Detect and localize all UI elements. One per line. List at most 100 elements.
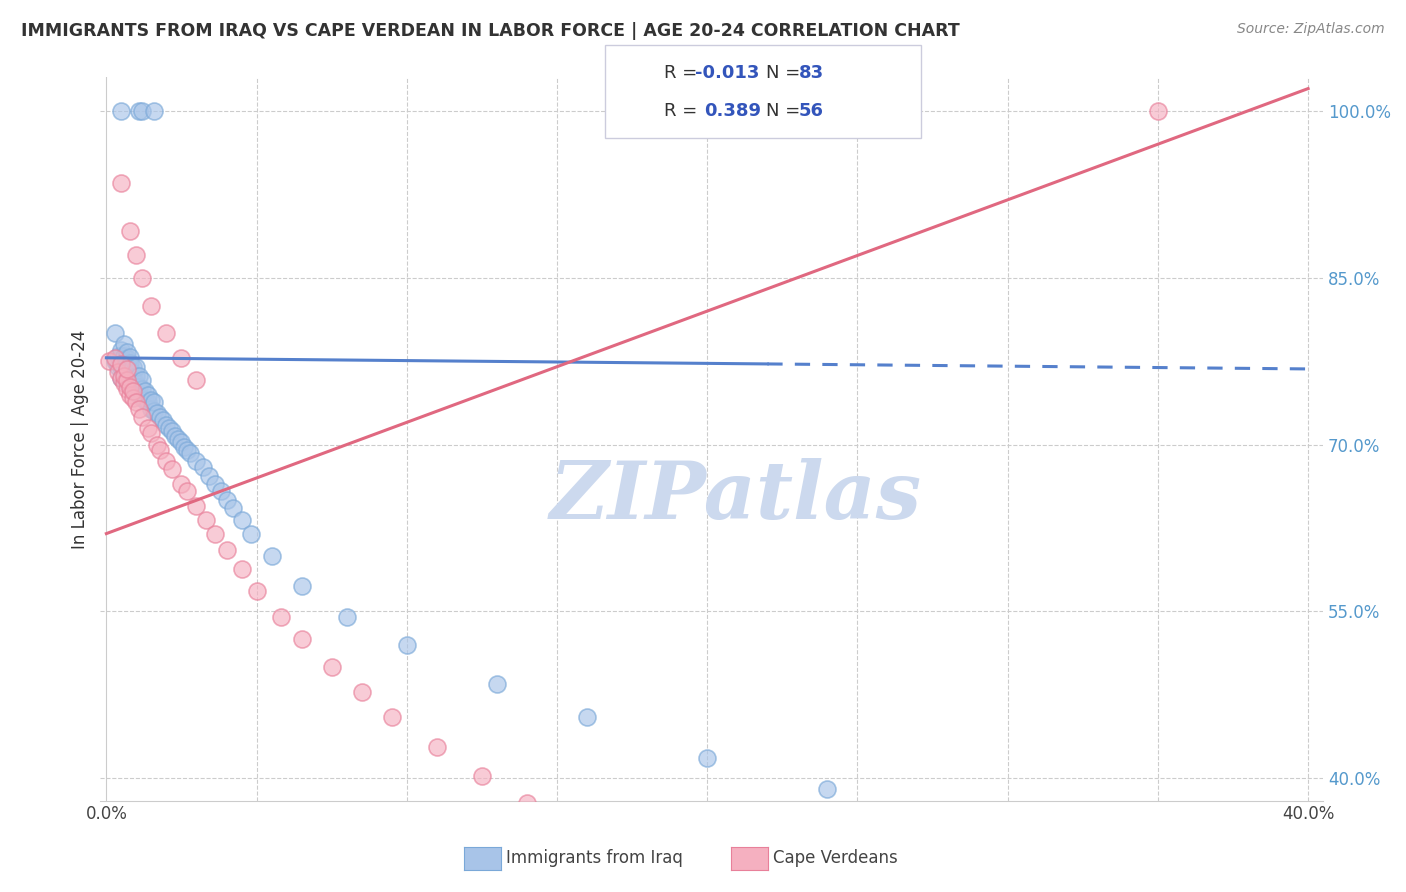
Point <box>471 769 494 783</box>
Point <box>176 443 198 458</box>
Point <box>112 354 135 368</box>
Point <box>146 406 169 420</box>
Point <box>1147 103 1170 118</box>
Point <box>155 454 177 468</box>
Point <box>125 248 148 262</box>
Point <box>112 368 135 383</box>
Point <box>120 350 142 364</box>
Point <box>149 443 172 458</box>
Point <box>112 349 135 363</box>
Point <box>141 402 163 417</box>
Point <box>141 393 163 408</box>
Point <box>117 368 139 383</box>
Point <box>143 103 166 118</box>
Point <box>170 351 193 365</box>
Point <box>231 513 253 527</box>
Text: R =: R = <box>664 102 709 120</box>
Point <box>110 349 132 363</box>
Point <box>125 395 148 409</box>
Point <box>128 387 150 401</box>
Text: R =: R = <box>664 64 703 82</box>
Point <box>138 395 160 409</box>
Point <box>120 380 142 394</box>
Point <box>117 351 139 365</box>
Point <box>1116 838 1139 852</box>
Point <box>143 395 166 409</box>
Point <box>131 382 153 396</box>
Point <box>110 359 132 374</box>
Point <box>120 387 142 401</box>
Point <box>122 384 145 399</box>
Point <box>104 326 127 341</box>
Point <box>350 684 373 698</box>
Point <box>155 417 177 432</box>
Point <box>186 454 208 468</box>
Point <box>128 103 150 118</box>
Point <box>110 358 132 372</box>
Text: N =: N = <box>766 102 806 120</box>
Point <box>291 632 314 647</box>
Point <box>152 413 174 427</box>
Point <box>125 359 148 374</box>
Point <box>815 782 838 797</box>
Point <box>117 382 139 396</box>
Point <box>110 371 132 385</box>
Point <box>173 440 195 454</box>
Text: N =: N = <box>766 64 806 82</box>
Point <box>131 409 153 424</box>
Point <box>167 432 190 446</box>
Point <box>122 373 145 387</box>
Point <box>204 526 226 541</box>
Point <box>907 805 929 819</box>
Point <box>131 391 153 405</box>
Point <box>143 404 166 418</box>
Point <box>176 484 198 499</box>
Point <box>186 373 208 387</box>
Point <box>107 349 129 363</box>
Point <box>125 384 148 399</box>
Point <box>165 428 187 442</box>
Point <box>162 424 184 438</box>
Point <box>110 343 132 357</box>
Point <box>138 421 160 435</box>
Point <box>117 376 139 391</box>
Point <box>141 426 163 441</box>
Point <box>395 638 418 652</box>
Point <box>221 501 243 516</box>
Point <box>197 468 219 483</box>
Point <box>159 421 181 435</box>
Point <box>122 391 145 405</box>
Point <box>112 376 135 391</box>
Point <box>98 354 121 368</box>
Point <box>636 863 658 877</box>
Point <box>117 355 139 369</box>
Point <box>245 584 267 599</box>
Point <box>122 380 145 394</box>
Point <box>485 677 508 691</box>
Point <box>128 380 150 394</box>
Point <box>146 437 169 451</box>
Point <box>104 351 127 365</box>
Text: IMMIGRANTS FROM IRAQ VS CAPE VERDEAN IN LABOR FORCE | AGE 20-24 CORRELATION CHAR: IMMIGRANTS FROM IRAQ VS CAPE VERDEAN IN … <box>21 22 960 40</box>
Point <box>162 462 184 476</box>
Point <box>696 751 718 765</box>
Point <box>128 402 150 417</box>
Point <box>110 371 132 385</box>
Point <box>194 513 217 527</box>
Point <box>149 409 172 424</box>
Point <box>179 446 201 460</box>
Point <box>576 710 599 724</box>
Point <box>112 371 135 385</box>
Point <box>120 356 142 370</box>
Text: Cape Verdeans: Cape Verdeans <box>773 849 898 867</box>
Point <box>131 103 153 118</box>
Point <box>336 610 359 624</box>
Point <box>134 384 156 399</box>
Point <box>215 493 238 508</box>
Text: -0.013: -0.013 <box>695 64 759 82</box>
Point <box>120 362 142 376</box>
Point <box>120 224 142 238</box>
Point <box>576 829 599 843</box>
Point <box>321 660 343 674</box>
Point <box>125 368 148 383</box>
